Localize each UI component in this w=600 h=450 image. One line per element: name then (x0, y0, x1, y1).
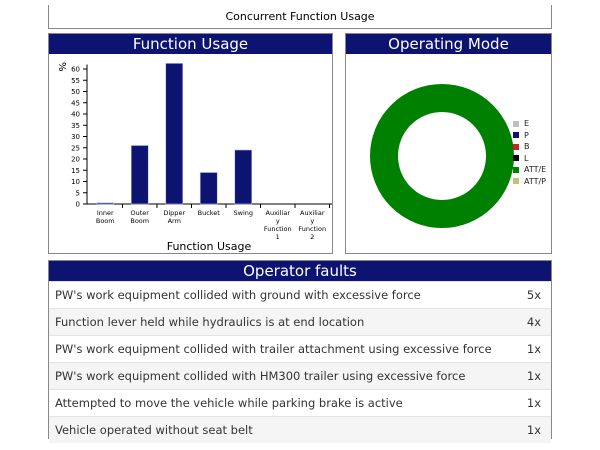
operator-faults-panel: Operator faults PW's work equipment coll… (48, 260, 552, 443)
fault-row: PW's work equipment collided with ground… (49, 281, 551, 308)
legend-item: P (513, 130, 546, 142)
x-tick-label: Dipper Arm (163, 209, 185, 225)
legend-label: L (524, 153, 529, 163)
legend-item: ATT/E (513, 164, 546, 176)
legend-swatch (513, 143, 519, 150)
fault-text: PW's work equipment collided with HM300 … (55, 369, 466, 383)
bar (199, 172, 218, 205)
y-tick-label: 50 (71, 88, 80, 96)
x-tick-label: Swing (234, 209, 254, 217)
fault-text: Function lever held while hydraulics is … (55, 315, 365, 329)
operating-mode-panel: Operating Mode E P B L ATT/E ATT/P (345, 33, 552, 254)
legend-item: ATT/P (513, 176, 546, 188)
legend-label: ATT/E (524, 165, 547, 175)
function-usage-header: Function Usage (49, 34, 332, 54)
y-tick-label: 25 (71, 144, 80, 152)
y-tick-label: 5 (76, 189, 80, 197)
function-usage-chart: 0 5 10 15 20 25 30 35 40 45 50 55 60% Inner Boom Outer B… (56, 62, 332, 253)
bar (234, 149, 253, 205)
fault-count: 1x (526, 396, 541, 410)
y-tick-label: 0 (76, 201, 80, 209)
operating-mode-legend: E P B L ATT/E ATT/P (513, 118, 546, 187)
x-tick-label: Auxiliar y Function 2 (298, 209, 326, 241)
fault-count: 1x (526, 369, 541, 383)
y-tick-label: 55 (71, 77, 80, 85)
legend-swatch (513, 155, 519, 162)
fault-row: PW's work equipment collided with traile… (49, 335, 551, 362)
y-tick-label: 30 (71, 133, 80, 141)
y-tick-label: 45 (71, 99, 80, 107)
fault-count: 1x (526, 342, 541, 356)
bar (130, 145, 149, 205)
legend-swatch (513, 132, 519, 139)
bar (165, 63, 184, 205)
x-tick-label: Outer Boom (130, 209, 149, 225)
operating-mode-donut (370, 84, 514, 228)
fault-text: PW's work equipment collided with ground… (55, 288, 421, 302)
legend-swatch (513, 120, 519, 127)
fault-text: Vehicle operated without seat belt (55, 423, 253, 437)
legend-item: E (513, 118, 546, 130)
x-axis-label: Function Usage (167, 240, 252, 253)
legend-swatch (513, 166, 519, 173)
x-tick-label: Bucket (198, 209, 221, 217)
y-tick-label: 35 (71, 122, 80, 130)
legend-label: B (524, 142, 530, 152)
legend-item: B (513, 141, 546, 153)
fault-count: 5x (526, 288, 541, 302)
y-tick-label: 10 (71, 178, 80, 186)
fault-row: Attempted to move the vehicle while park… (49, 389, 551, 416)
fault-text: Attempted to move the vehicle while park… (55, 396, 403, 410)
operating-mode-header: Operating Mode (346, 34, 551, 54)
y-axis-label: % (56, 62, 67, 72)
fault-count: 4x (526, 315, 541, 329)
bar (96, 202, 115, 205)
operator-faults-header: Operator faults (49, 261, 551, 281)
legend-label: ATT/P (524, 176, 547, 186)
legend-item: L (513, 153, 546, 165)
x-tick-label: Inner Boom (96, 209, 115, 225)
fault-row: PW's work equipment collided with HM300 … (49, 362, 551, 389)
legend-label: E (524, 119, 530, 129)
x-tick-label: Auxiliar y Function 1 (264, 209, 292, 241)
legend-label: P (524, 130, 529, 140)
y-tick-label: 20 (71, 156, 80, 164)
fault-count: 1x (526, 423, 541, 437)
fault-text: PW's work equipment collided with traile… (55, 342, 492, 356)
donut-segment-att-e (370, 84, 514, 228)
y-tick-label: 15 (71, 167, 80, 175)
page-title: Concurrent Function Usage (48, 5, 552, 29)
y-tick-label: 60 (71, 66, 80, 74)
function-usage-panel: Function Usage 0 5 10 15 20 25 30 35 40 45 50 55 60%… (48, 33, 333, 254)
y-tick-label: 40 (71, 111, 80, 119)
fault-row: Function lever held while hydraulics is … (49, 308, 551, 335)
fault-row: Vehicle operated without seat belt 1x (49, 416, 551, 443)
legend-swatch (513, 178, 519, 185)
